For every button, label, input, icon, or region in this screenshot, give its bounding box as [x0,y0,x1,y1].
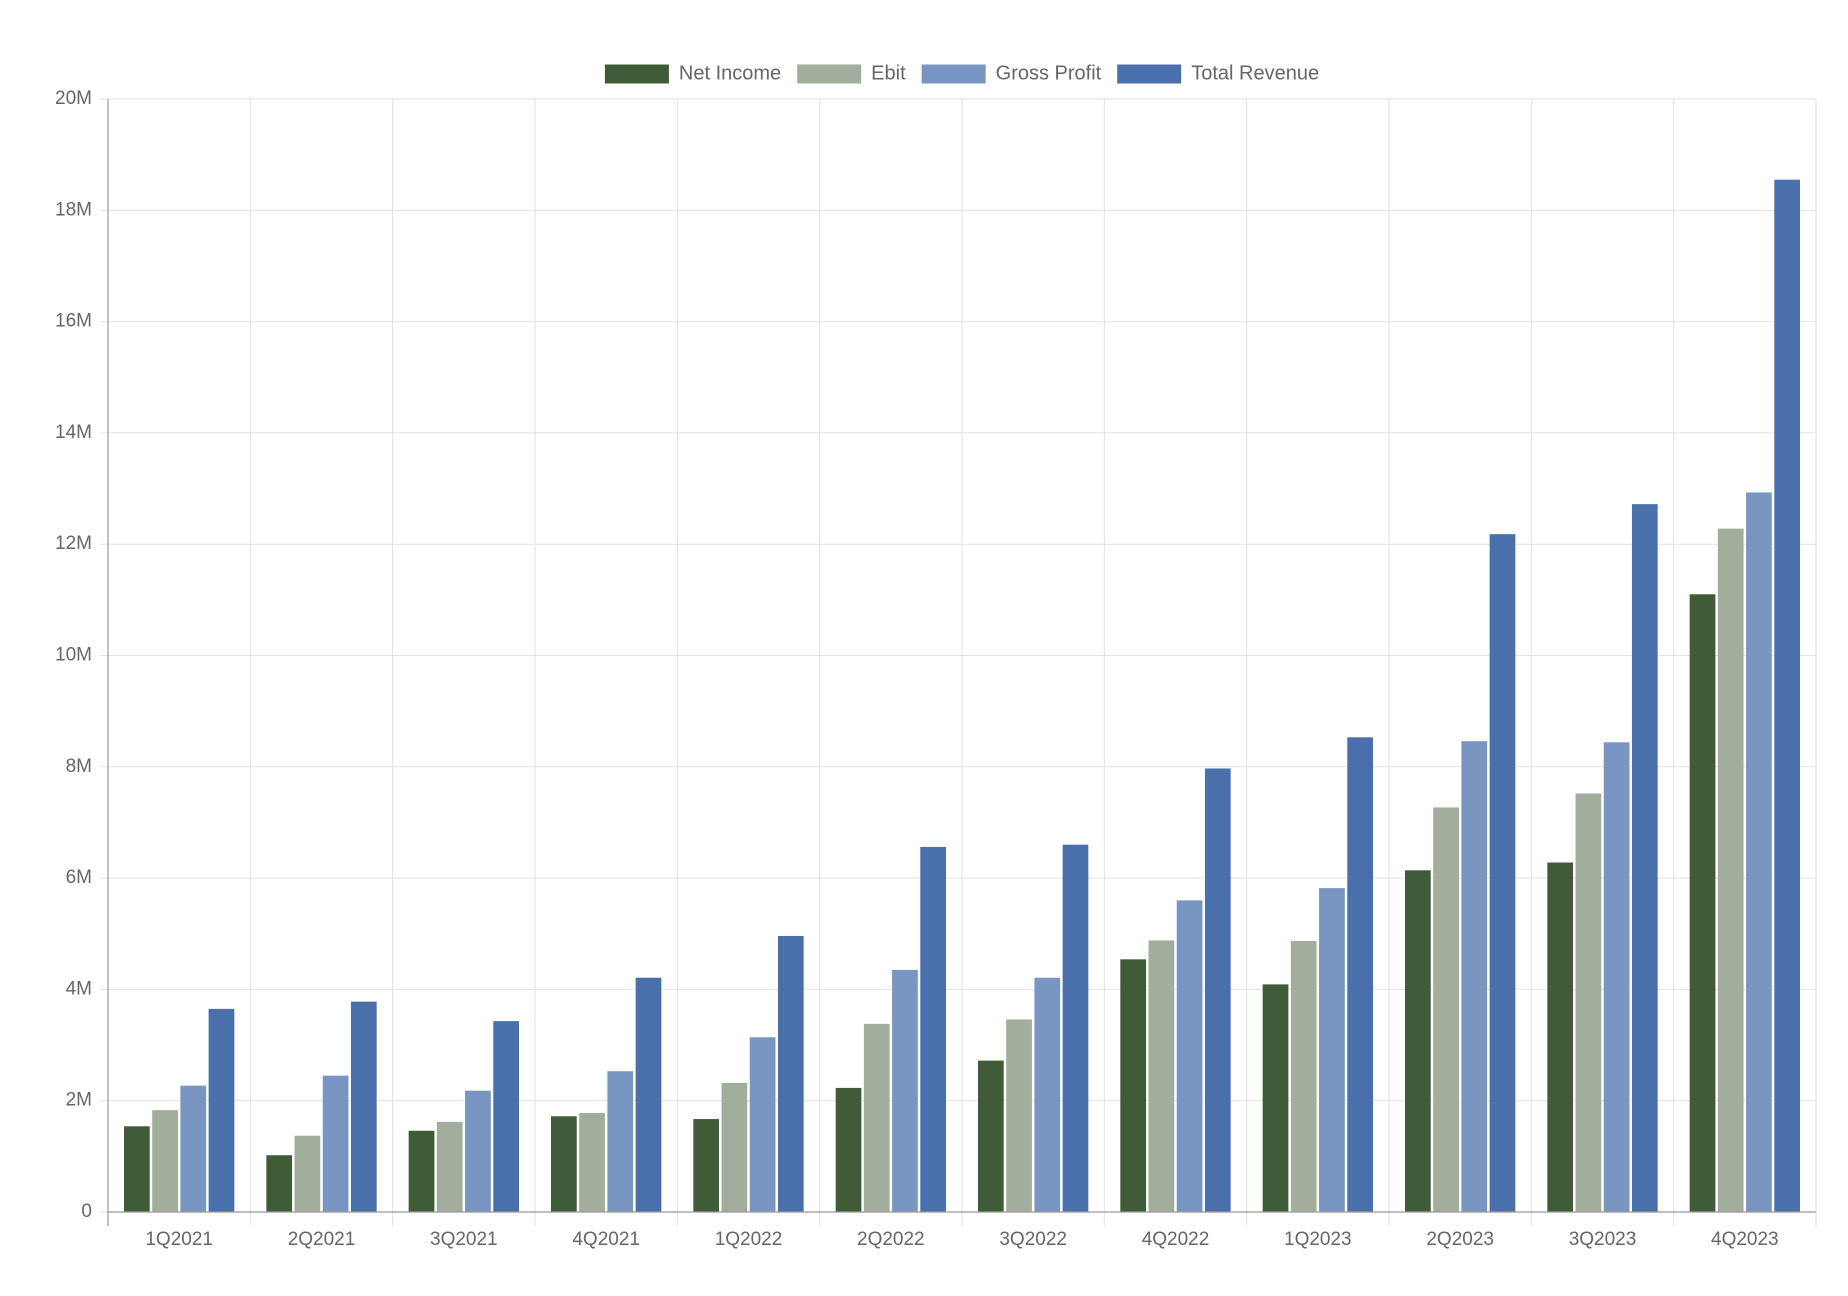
bar [465,1090,491,1212]
x-tick-label: 2Q2022 [857,1229,925,1250]
bar [266,1155,293,1212]
bar [1746,492,1772,1212]
legend-swatch [797,64,862,84]
bar [1489,534,1516,1212]
bar [1006,1019,1032,1212]
bar [1319,888,1345,1212]
x-tick-label: 4Q2023 [1711,1229,1779,1250]
legend-label: Gross Profit [996,62,1102,84]
bar [208,1008,235,1212]
bar [152,1110,178,1212]
bar [1717,528,1744,1212]
bar [322,1075,349,1212]
x-tick-label: 1Q2022 [715,1229,783,1250]
y-tick-label: 6M [66,867,92,888]
bar [978,1060,1004,1212]
y-tick-label: 12M [55,533,92,554]
bar [294,1135,321,1212]
legend-swatch [921,64,986,84]
y-tick-label: 20M [55,88,92,109]
x-tick-labels: 1Q2021 2Q2021 3Q2021 4Q2021 1Q2022 2Q2022 3Q20… [145,1229,1778,1250]
bar [1062,844,1089,1212]
x-tick-label: 4Q2021 [572,1229,640,1250]
y-tick-labels: 0 2M 4M 6M 8M 10M 12M 14M 16M 18M 20M [55,88,92,1222]
bar [835,1087,862,1212]
bar [1433,807,1459,1212]
bar [1603,742,1630,1212]
legend-label: Total Revenue [1191,62,1319,84]
bars [124,179,1800,1213]
bar [777,935,804,1212]
y-tick-label: 0 [81,1201,92,1222]
bar [1176,900,1203,1212]
x-tick-label: 3Q2021 [430,1229,498,1250]
x-tick-label: 3Q2022 [999,1229,1067,1250]
bar [1034,977,1061,1212]
y-tick-label: 18M [55,199,92,220]
bar [1774,179,1800,1212]
bar [721,1082,748,1212]
bar [920,846,946,1212]
bar [892,969,918,1212]
legend-swatch [604,64,669,84]
x-tick-label: 2Q2023 [1426,1229,1494,1250]
y-tick-label: 2M [66,1090,92,1111]
bar [1575,793,1602,1212]
bar [350,1001,377,1212]
bar [1461,741,1488,1212]
bar [180,1085,207,1212]
bar [1347,737,1373,1212]
bar [124,1126,150,1212]
y-tick-label: 14M [55,422,92,443]
legend-item: Net Income [604,62,781,84]
legend: Net Income Ebit Gross Profit Total Revenue [604,62,1319,84]
x-tick-label: 3Q2023 [1569,1229,1637,1250]
y-tick-label: 16M [55,311,92,332]
bar [579,1112,605,1212]
legend-item: Gross Profit [921,62,1102,84]
bar [1405,870,1431,1212]
bar [1148,940,1175,1212]
y-tick-label: 10M [55,645,92,666]
legend-item: Ebit [797,62,906,84]
axes [107,99,1816,1226]
legend-label: Ebit [871,62,906,84]
bar [1262,984,1289,1212]
bar [607,1071,634,1212]
bar [408,1130,435,1212]
y-tick-label: 8M [66,756,92,777]
bar [635,977,662,1212]
bar [693,1119,720,1212]
bar [551,1116,577,1212]
bar [863,1023,890,1212]
legend-label: Net Income [679,62,781,84]
bar [1631,504,1658,1213]
bar [1290,940,1317,1212]
bar [1120,959,1147,1212]
x-tick-label: 1Q2023 [1284,1229,1352,1250]
bar [493,1021,519,1212]
bar [1204,768,1231,1212]
bar [436,1121,463,1212]
x-tick-label: 1Q2021 [145,1229,213,1250]
bar [1689,594,1716,1212]
legend-swatch [1117,64,1182,84]
legend-item: Total Revenue [1117,62,1319,84]
bar [1547,862,1574,1212]
bar [749,1037,776,1212]
x-tick-label: 2Q2021 [288,1229,356,1250]
x-tick-label: 4Q2022 [1142,1229,1210,1250]
y-tick-label: 4M [66,978,92,999]
